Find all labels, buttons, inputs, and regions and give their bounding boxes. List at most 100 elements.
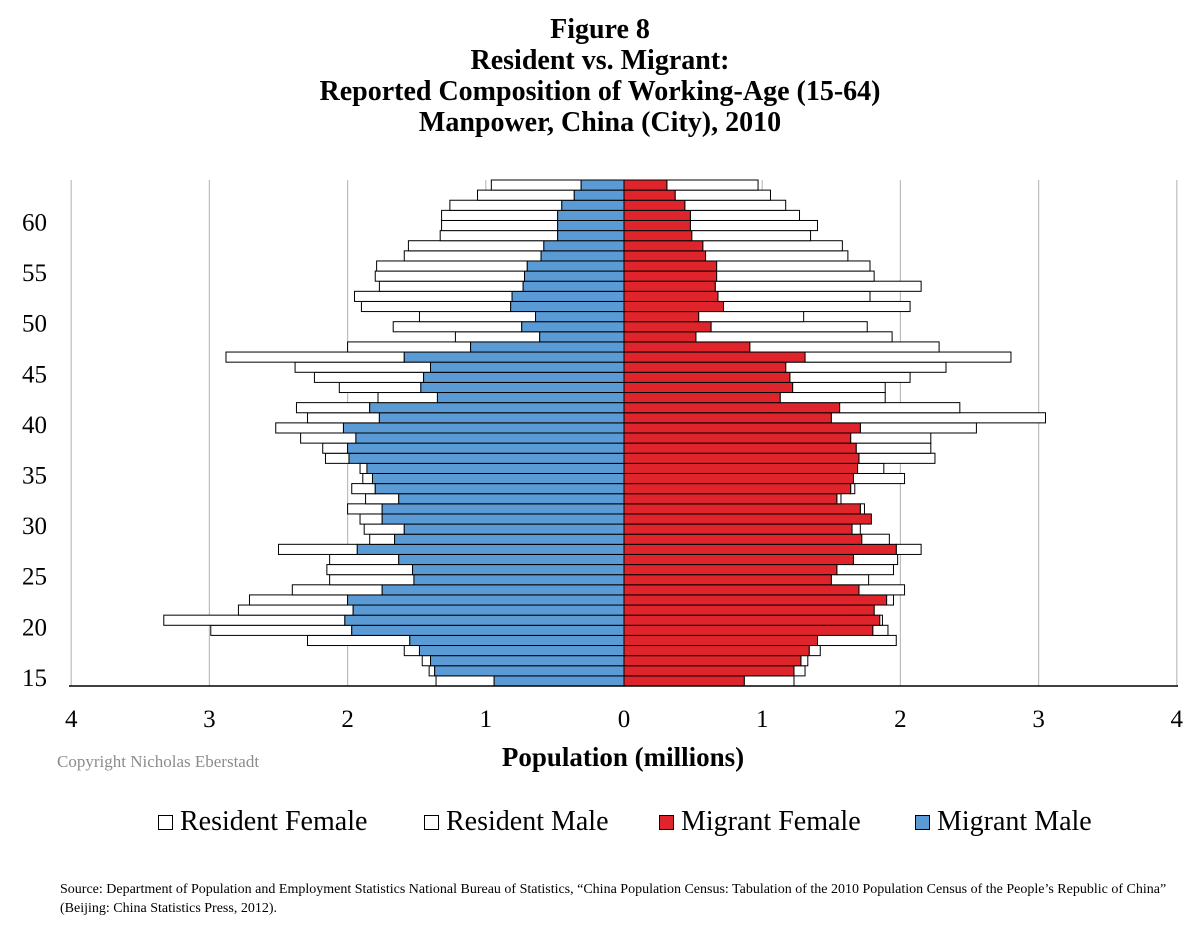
bar-migrant-male — [352, 604, 625, 616]
bar-resident-male — [307, 412, 380, 424]
bar-resident-female — [895, 543, 922, 555]
bar-resident-female — [710, 321, 868, 333]
bar-migrant-male — [374, 483, 625, 495]
copyright-note: Copyright Nicholas Eberstadt — [57, 752, 260, 771]
bar-migrant-female — [623, 634, 818, 647]
bar-resident-male — [338, 381, 422, 394]
bar-migrant-female — [623, 250, 707, 262]
bar-resident-male — [374, 270, 525, 282]
bar-resident-male — [403, 250, 542, 262]
bar-resident-male — [407, 240, 545, 252]
title-line-1: Figure 8 — [550, 14, 650, 45]
bar-resident-female — [830, 574, 870, 586]
bar-migrant-female — [623, 189, 676, 201]
bar-migrant-male — [470, 341, 625, 353]
bar-resident-male — [351, 483, 376, 495]
bar-resident-female — [808, 645, 821, 657]
x-tick-label: 1 — [480, 706, 493, 733]
y-tick-label: 45 — [22, 361, 47, 388]
bar-migrant-male — [398, 553, 625, 566]
bar-resident-female — [872, 624, 889, 636]
bar-resident-female — [804, 351, 1012, 363]
bar-resident-male — [329, 574, 415, 586]
bar-migrant-female — [623, 472, 854, 485]
bar-migrant-female — [623, 442, 857, 454]
bar-resident-male — [347, 341, 472, 353]
bar-resident-male — [278, 543, 358, 555]
y-tick-label: 40 — [22, 412, 47, 439]
bar-resident-female — [792, 381, 886, 394]
bar-resident-male — [295, 402, 371, 414]
bar-resident-male — [329, 553, 400, 566]
bar-migrant-male — [413, 574, 625, 586]
y-tick-label: 55 — [22, 260, 47, 287]
x-tick-label: 2 — [894, 706, 907, 733]
bar-resident-male — [439, 230, 559, 242]
bar-resident-female — [859, 422, 977, 434]
bar-resident-male — [477, 189, 575, 201]
bar-migrant-male — [381, 503, 625, 515]
legend-item-migrant-male: Migrant Male — [915, 806, 1092, 838]
y-tick-label: 60 — [22, 210, 47, 237]
bar-migrant-female — [623, 371, 791, 383]
bar-resident-male — [300, 432, 357, 444]
bar-resident-female — [666, 179, 759, 191]
bar-migrant-female — [623, 280, 716, 292]
bar-migrant-female — [623, 432, 852, 444]
x-tick-label: 3 — [1032, 706, 1045, 733]
legend-swatch — [915, 814, 930, 830]
bar-resident-male — [294, 361, 432, 373]
bar-resident-male — [359, 513, 383, 525]
bar-migrant-male — [381, 513, 625, 525]
bar-migrant-female — [623, 219, 691, 232]
legend-swatch — [424, 814, 439, 830]
bar-migrant-female — [623, 402, 841, 414]
bar-resident-female — [695, 331, 893, 343]
bar-migrant-female — [623, 503, 861, 515]
bar-resident-female — [674, 189, 771, 201]
bar-migrant-female — [623, 655, 802, 667]
bar-migrant-male — [371, 472, 625, 485]
bar-resident-male — [359, 462, 368, 474]
y-tick-label: 50 — [22, 311, 47, 338]
bar-migrant-female — [623, 675, 745, 687]
legend-label: Resident Female — [180, 806, 368, 837]
bar-resident-female — [852, 553, 899, 566]
bar-migrant-female — [623, 665, 795, 677]
bar-migrant-male — [369, 402, 625, 414]
y-tick-label: 35 — [22, 463, 47, 490]
bar-resident-female — [717, 290, 871, 302]
bar-migrant-male — [423, 371, 625, 383]
bar-resident-male — [360, 300, 512, 313]
bar-resident-male — [441, 219, 559, 232]
x-tick-label: 2 — [341, 706, 354, 733]
bar-resident-female — [852, 472, 906, 485]
bar-resident-male — [428, 665, 436, 677]
bar-resident-female — [793, 665, 806, 677]
bar-migrant-male — [378, 412, 625, 424]
bar-resident-female — [858, 584, 906, 596]
bar-resident-male — [441, 209, 559, 221]
bar-migrant-female — [623, 331, 697, 343]
bar-migrant-female — [623, 564, 838, 576]
bar-migrant-female — [623, 321, 712, 333]
bar-migrant-male — [398, 493, 625, 505]
bar-migrant-female — [623, 260, 718, 272]
bar-migrant-male — [557, 209, 625, 221]
bar-migrant-female — [623, 270, 718, 282]
x-tick-label: 0 — [618, 706, 631, 733]
bar-migrant-female — [623, 543, 897, 555]
bar-migrant-male — [430, 655, 625, 667]
bar-resident-female — [789, 371, 911, 383]
bar-resident-male — [324, 452, 350, 464]
bar-resident-female — [836, 493, 842, 505]
source-note: Source: Department of Population and Emp… — [60, 882, 1167, 916]
bar-migrant-female — [623, 230, 693, 242]
bar-migrant-female — [623, 412, 832, 424]
bar-migrant-female — [623, 290, 719, 302]
bar-resident-female — [698, 311, 805, 323]
bar-migrant-female — [623, 533, 863, 545]
bar-resident-female — [684, 199, 787, 211]
bar-resident-male — [392, 321, 523, 333]
bar-migrant-female — [623, 594, 888, 606]
